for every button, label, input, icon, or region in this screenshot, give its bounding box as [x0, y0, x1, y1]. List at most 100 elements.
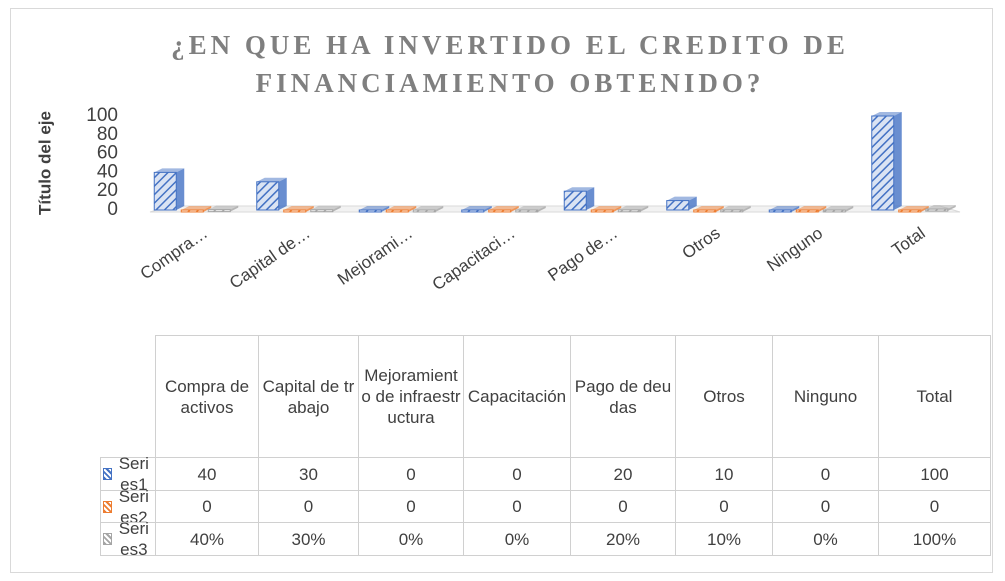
legend-entry: Series2 — [100, 487, 156, 527]
cell-text: 40 — [197, 464, 217, 484]
bar-top — [898, 206, 929, 210]
table-value: 0 — [463, 457, 571, 491]
bar-side — [920, 206, 929, 212]
bar-top — [564, 187, 595, 192]
bar — [461, 209, 485, 213]
bar — [283, 209, 307, 213]
y-tick-label: 40 — [97, 161, 118, 182]
bar — [720, 209, 744, 213]
bar-side — [845, 206, 854, 212]
y-axis-title: Título del eje — [35, 111, 54, 215]
bar-top — [488, 206, 519, 210]
bar-side — [332, 205, 341, 212]
table-value: 40% — [155, 522, 259, 556]
bar-side — [791, 206, 800, 212]
cell-text: 0 — [820, 464, 831, 484]
cell-text: Capital de trabajo — [262, 376, 355, 417]
table-header: Mejoramiento de infraestructura — [358, 335, 464, 458]
bar-top — [461, 206, 492, 210]
cell-text: 20% — [605, 529, 641, 549]
bar-top — [693, 206, 724, 210]
bar — [871, 115, 895, 211]
bar-side — [818, 206, 827, 212]
table-value: 0% — [463, 522, 571, 556]
bar-side — [742, 205, 751, 212]
bar-top — [720, 205, 751, 210]
bar-top — [769, 206, 800, 210]
bar-side — [510, 206, 519, 212]
bar-side — [537, 206, 546, 212]
cell-text: 0 — [512, 497, 522, 516]
bar — [666, 200, 690, 211]
cell-text: 30 — [299, 464, 318, 484]
table-value: 0 — [258, 490, 359, 523]
bar-side — [435, 206, 444, 212]
bar-top — [283, 206, 314, 210]
table-header: Total — [878, 335, 991, 458]
bar-top — [591, 206, 622, 210]
bar-side — [640, 205, 649, 212]
table-header: Otros — [675, 335, 773, 458]
legend-key — [103, 468, 112, 480]
table-header: Capital de trabajo — [258, 335, 359, 458]
bar-top — [796, 206, 827, 210]
cell-text: Otros — [703, 387, 745, 406]
bar-side — [947, 205, 956, 212]
x-tick-label: Pago de… — [544, 223, 621, 285]
x-tick-label: Otros — [679, 223, 724, 262]
table-value: 20% — [570, 522, 676, 556]
legend-key — [103, 533, 112, 545]
cell-text: Series3 — [118, 519, 149, 559]
x-tick-label: Ninguno — [763, 223, 826, 275]
table-value: 30 — [258, 457, 359, 491]
cell-text: 0 — [929, 497, 940, 516]
x-tick-label: Capital de… — [226, 223, 314, 292]
table-value: 0 — [463, 490, 571, 523]
bar — [180, 209, 204, 213]
bar — [358, 209, 382, 213]
cell-text: Ninguno — [793, 387, 858, 406]
bar-side — [586, 187, 595, 210]
cell-text: Mejoramiento de infraestructura — [361, 366, 461, 427]
cell-text: Series2 — [118, 486, 149, 527]
cell-text: 0 — [820, 497, 831, 516]
cell-text: Pago de deudas — [574, 376, 672, 417]
cell-text: 0 — [618, 497, 628, 516]
table-value: 20 — [570, 457, 676, 491]
bar — [207, 209, 231, 213]
table-value: 40 — [155, 457, 259, 491]
table-value: 0 — [772, 490, 879, 523]
bar — [822, 209, 846, 213]
table-value: 0 — [155, 490, 259, 523]
x-tick-label: Capacitaci… — [429, 223, 519, 294]
table-value: 0 — [358, 490, 464, 523]
table-value: 100 — [878, 457, 991, 491]
bar-top — [310, 205, 341, 210]
legend-entry: Series3 — [100, 519, 156, 559]
cell-text: Total — [916, 387, 953, 406]
bar — [898, 209, 922, 213]
legend-key — [103, 500, 112, 513]
bar-side — [893, 112, 902, 210]
table-value: 0 — [772, 457, 879, 491]
y-tick-label: 0 — [107, 199, 118, 220]
bar-side — [381, 206, 390, 212]
table-value: 100% — [878, 522, 991, 556]
y-tick-label: 20 — [97, 180, 118, 201]
bar — [768, 209, 792, 213]
bar — [925, 208, 949, 212]
y-tick-label: 60 — [97, 143, 118, 164]
bar-top — [181, 206, 212, 210]
table-value: 0 — [878, 490, 991, 523]
table-header: Pago de deudas — [570, 335, 676, 458]
bar — [153, 171, 177, 211]
bar — [693, 209, 717, 213]
cell-text: 20 — [613, 464, 633, 484]
x-tick-label: Compra… — [137, 223, 211, 283]
bar — [385, 209, 409, 213]
x-tick-label: Mejorami… — [334, 223, 416, 288]
cell-text: 0 — [406, 497, 416, 516]
bar-side — [688, 196, 697, 210]
bar-side — [715, 206, 724, 212]
